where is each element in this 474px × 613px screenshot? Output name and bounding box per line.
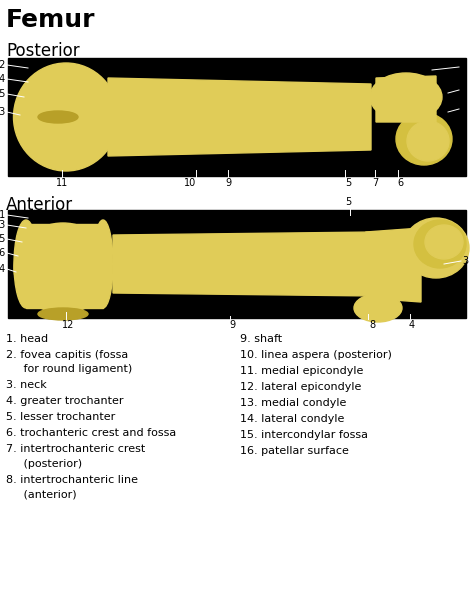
Text: 9. shaft: 9. shaft [240, 334, 282, 344]
Text: Anterior: Anterior [6, 196, 73, 214]
Ellipse shape [414, 220, 466, 268]
Text: 14: 14 [0, 74, 6, 84]
Text: (posterior): (posterior) [6, 459, 82, 469]
Text: 2. fovea capitis (fossa: 2. fovea capitis (fossa [6, 350, 128, 360]
Bar [8, 58, 466, 176]
Text: 5: 5 [345, 178, 351, 188]
Text: 4: 4 [409, 320, 415, 330]
Text: 9: 9 [229, 320, 235, 330]
Ellipse shape [425, 225, 463, 259]
Ellipse shape [20, 75, 80, 119]
Text: 8. intertrochanteric line: 8. intertrochanteric line [6, 475, 138, 485]
Text: 1: 1 [460, 104, 466, 114]
Text: (anterior): (anterior) [6, 490, 77, 500]
Text: 16. patellar surface: 16. patellar surface [240, 446, 349, 456]
Text: Femur: Femur [6, 8, 95, 32]
Ellipse shape [38, 308, 88, 320]
Bar [8, 210, 466, 318]
Ellipse shape [14, 220, 38, 308]
Ellipse shape [21, 117, 79, 157]
Text: 13: 13 [0, 220, 6, 230]
Ellipse shape [38, 111, 78, 123]
Text: 4. greater trochanter: 4. greater trochanter [6, 397, 124, 406]
Text: 3: 3 [462, 256, 468, 266]
Ellipse shape [370, 73, 442, 121]
Ellipse shape [354, 294, 402, 322]
Polygon shape [113, 232, 376, 296]
Text: 7. intertrochanteric crest: 7. intertrochanteric crest [6, 444, 145, 454]
Text: 13. medial condyle: 13. medial condyle [240, 398, 346, 408]
Text: 6: 6 [397, 178, 403, 188]
Text: 16: 16 [0, 248, 6, 258]
Ellipse shape [13, 63, 118, 171]
Text: 4: 4 [460, 62, 466, 72]
Text: 14: 14 [0, 264, 6, 274]
Text: 10. linea aspera (posterior): 10. linea aspera (posterior) [240, 350, 392, 360]
Polygon shape [376, 76, 436, 122]
Text: 5. lesser trochanter: 5. lesser trochanter [6, 413, 115, 422]
Text: 11. medial epicondyle: 11. medial epicondyle [240, 366, 364, 376]
Text: 5: 5 [345, 197, 351, 207]
Text: 3. neck: 3. neck [6, 381, 47, 390]
Ellipse shape [14, 223, 112, 313]
Polygon shape [108, 78, 371, 156]
Text: 12: 12 [0, 60, 6, 70]
Text: 3: 3 [460, 85, 466, 95]
Text: 1. head: 1. head [6, 334, 48, 344]
Text: 15: 15 [0, 234, 6, 244]
Ellipse shape [403, 218, 469, 278]
Text: 7: 7 [372, 178, 378, 188]
Text: 8: 8 [369, 320, 375, 330]
Text: 10: 10 [184, 178, 196, 188]
Polygon shape [366, 228, 421, 302]
Text: 6. trochanteric crest and fossa: 6. trochanteric crest and fossa [6, 428, 176, 438]
Text: 9: 9 [225, 178, 231, 188]
Text: 12. lateral epicondyle: 12. lateral epicondyle [240, 382, 361, 392]
Text: 13: 13 [0, 107, 6, 117]
Ellipse shape [396, 113, 452, 165]
Ellipse shape [407, 121, 449, 161]
Text: 14. lateral condyle: 14. lateral condyle [240, 414, 345, 424]
Text: 15: 15 [0, 89, 6, 99]
Text: 11: 11 [56, 178, 68, 188]
Text: Posterior: Posterior [6, 42, 80, 60]
Text: 15. intercondylar fossa: 15. intercondylar fossa [240, 430, 368, 440]
Text: for round ligament): for round ligament) [6, 365, 132, 375]
Ellipse shape [93, 220, 113, 308]
Text: 11: 11 [0, 210, 6, 220]
Text: 12: 12 [62, 320, 74, 330]
Polygon shape [26, 224, 103, 308]
